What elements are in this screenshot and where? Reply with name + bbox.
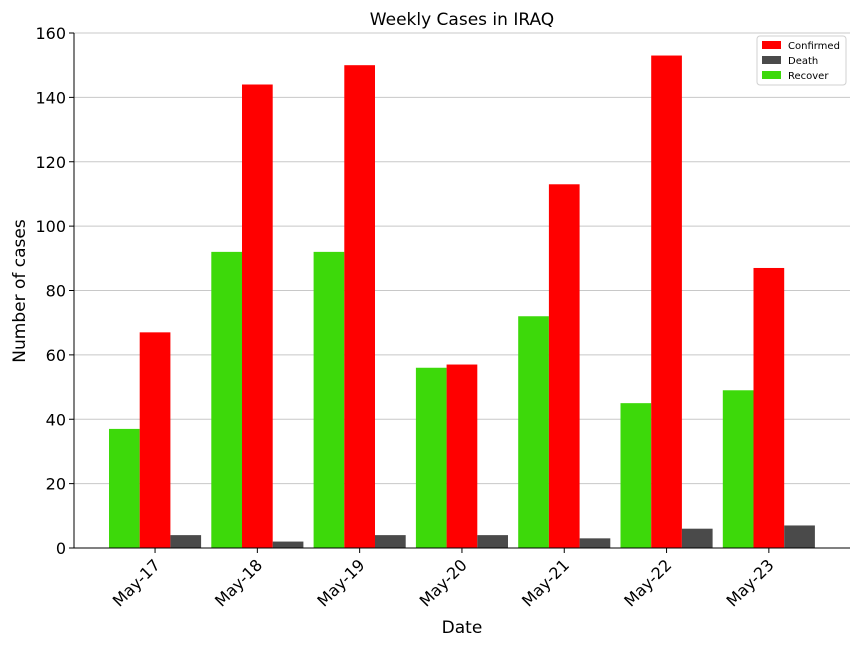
y-tick-label: 20: [46, 475, 66, 494]
bar-confirmed-may-21: [548, 184, 580, 548]
y-tick-label: 120: [35, 153, 66, 172]
y-tick-label: 100: [35, 217, 66, 236]
x-tick-label: May-17: [109, 555, 164, 610]
y-tick-label: 140: [35, 88, 66, 107]
bar-recover-may-19: [313, 251, 345, 548]
legend: Confirmed Death Recover: [756, 35, 847, 86]
bar-death-may-19: [375, 535, 406, 548]
bars: [109, 55, 815, 548]
bar-death-may-22: [681, 528, 713, 548]
bar-recover-may-22: [620, 403, 652, 548]
legend-label-death: Death: [788, 56, 818, 67]
x-tick-label: May-19: [313, 555, 368, 610]
x-tick-labels: May-17 May-18 May-19 May-20 May-21 May-22 May-…: [109, 548, 778, 611]
x-tick-label: May-21: [518, 555, 573, 610]
bar-recover-may-23: [722, 390, 754, 548]
bar-death-may-20: [477, 535, 508, 548]
bar-death-may-23: [784, 525, 815, 548]
bar-confirmed-may-23: [753, 267, 785, 548]
x-axis-label: Date: [442, 618, 483, 638]
gridlines: [74, 32, 850, 485]
y-tick-label: 0: [56, 539, 66, 558]
bar-recover-may-17: [109, 428, 140, 548]
y-tick-label: 80: [46, 282, 66, 301]
legend-swatch-recover: [762, 71, 781, 79]
bar-confirmed-may-18: [242, 84, 273, 548]
x-tick-label: May-20: [416, 555, 471, 610]
bar-confirmed-may-19: [344, 65, 375, 548]
x-tick-label: May-23: [723, 555, 778, 610]
bar-recover-may-21: [518, 316, 549, 548]
y-axis-label: Number of cases: [10, 219, 30, 363]
legend-label-confirmed: Confirmed: [788, 41, 840, 52]
y-tick-label: 40: [46, 410, 66, 429]
x-tick-label: May-22: [620, 555, 675, 610]
legend-swatch-death: [762, 56, 781, 64]
legend-label-recover: Recover: [788, 71, 829, 82]
chart-title: Weekly Cases in IRAQ: [370, 10, 554, 30]
y-tick-labels: 0 20 40 60 80 100 120 140 160: [35, 24, 74, 558]
bar-recover-may-20: [415, 367, 447, 548]
bar-confirmed-may-17: [139, 332, 171, 548]
bar-confirmed-may-20: [446, 364, 478, 548]
y-tick-label: 160: [35, 24, 66, 43]
bar-death-may-18: [272, 541, 304, 548]
legend-swatch-confirmed: [762, 41, 781, 49]
bar-death-may-21: [579, 538, 611, 548]
bar-recover-may-18: [211, 251, 242, 548]
y-tick-label: 60: [46, 346, 66, 365]
bar-confirmed-may-22: [651, 55, 682, 548]
bar-death-may-17: [170, 535, 202, 548]
x-tick-label: May-18: [211, 555, 266, 610]
